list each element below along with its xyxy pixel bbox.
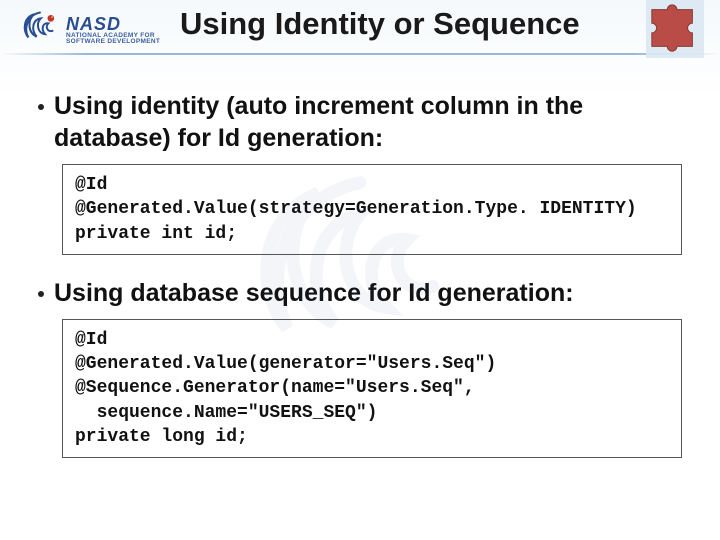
header: NASD NATIONAL ACADEMY FOR SOFTWARE DEVEL… — [0, 0, 720, 62]
code-line: @Sequence.Generator(name="Users.Seq", — [75, 378, 475, 398]
logo-brand: NASD — [66, 15, 160, 33]
bullet-item: Using identity (auto increment column in… — [38, 90, 682, 154]
code-block: @Id @Generated.Value(strategy=Generation… — [62, 164, 682, 255]
bullet-text: Using database sequence for Id generatio… — [54, 277, 574, 309]
code-line: private long id; — [75, 427, 248, 447]
logo-subtitle-2: SOFTWARE DEVELOPMENT — [66, 39, 160, 46]
logo-text: NASD NATIONAL ACADEMY FOR SOFTWARE DEVEL… — [66, 15, 160, 46]
bullet-text: Using identity (auto increment column in… — [54, 90, 682, 154]
code-line: @Id — [75, 175, 107, 195]
code-line: @Id — [75, 330, 107, 350]
header-divider — [0, 53, 720, 55]
code-block: @Id @Generated.Value(generator="Users.Se… — [62, 319, 682, 458]
puzzle-icon — [646, 0, 704, 58]
bullet-item: Using database sequence for Id generatio… — [38, 277, 682, 309]
bullet-dot-icon — [38, 104, 44, 110]
slide-title: Using Identity or Sequence — [180, 6, 580, 42]
code-line: sequence.Name="USERS_SEQ") — [75, 403, 377, 423]
code-line: @Generated.Value(generator="Users.Seq") — [75, 354, 496, 374]
logo-swirl-icon — [20, 10, 60, 50]
code-line: private int id; — [75, 224, 237, 244]
content: Using identity (auto increment column in… — [0, 62, 720, 458]
logo: NASD NATIONAL ACADEMY FOR SOFTWARE DEVEL… — [20, 10, 160, 50]
code-line: @Generated.Value(strategy=Generation.Typ… — [75, 199, 637, 219]
bullet-dot-icon — [38, 291, 44, 297]
slide: NASD NATIONAL ACADEMY FOR SOFTWARE DEVEL… — [0, 0, 720, 540]
